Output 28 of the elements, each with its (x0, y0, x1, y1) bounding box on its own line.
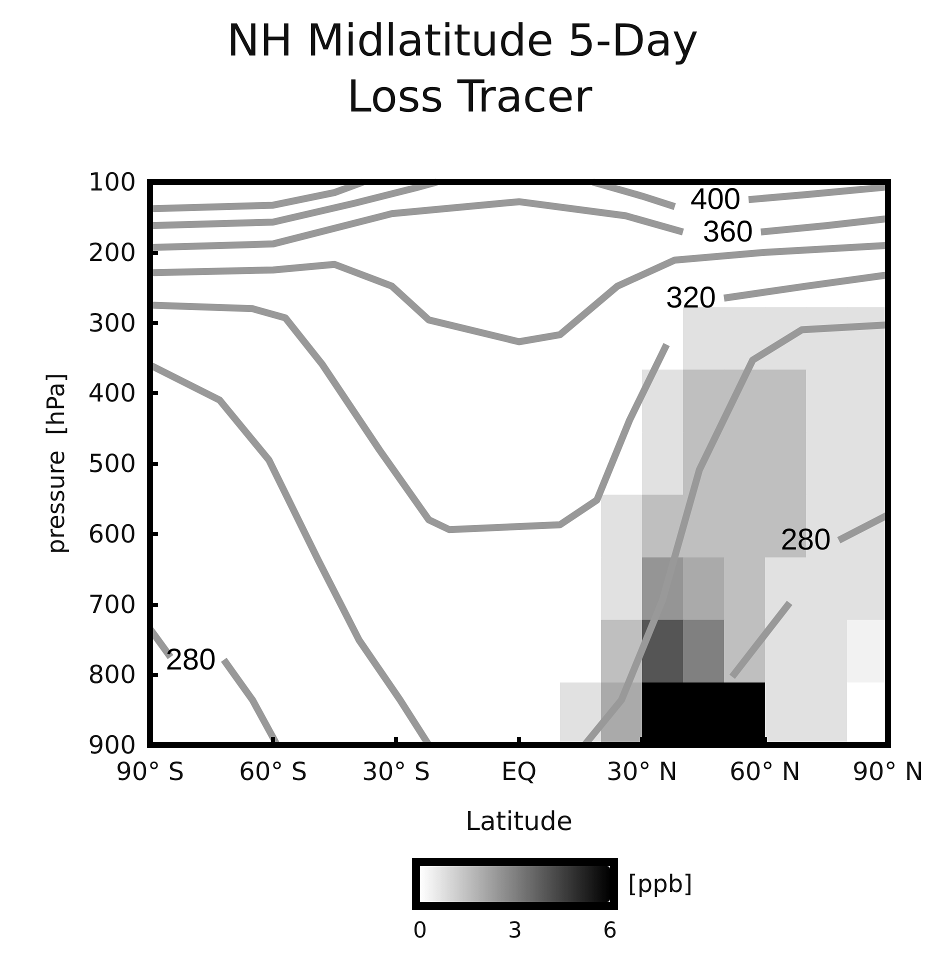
x-tick-label: 60° S (238, 757, 308, 786)
x-tick-label: 60° N (730, 757, 800, 786)
y-tick-label: 300 (88, 308, 136, 338)
series-label: 280 (166, 643, 216, 676)
series-label: 400 (690, 183, 741, 216)
color-bar-label: 6 (603, 918, 617, 944)
x-tick-label: 30° N (606, 757, 678, 786)
y-tick-label: 700 (88, 590, 136, 619)
series-label: 360 (702, 215, 753, 248)
x-tick-label: 90° S (116, 757, 184, 786)
series-label: 320 (666, 282, 716, 315)
chart-title: NH Midlatitude 5-Day Loss Tracer (226, 16, 712, 122)
x-tick-label: EQ (501, 757, 537, 786)
y-tick-label: 600 (88, 519, 136, 548)
y-tick-label: 900 (88, 730, 136, 760)
color-bar-label: 0 (413, 918, 427, 944)
color-bar-label: 3 (508, 918, 522, 944)
y-axis-title: pressure [hPa] (42, 373, 70, 554)
series-label: 280 (780, 524, 831, 557)
y-tick-label: 100 (88, 168, 136, 196)
x-tick-label: 30° S (362, 757, 430, 786)
x-tick-label: 90° N (852, 757, 924, 786)
x-axis-title: Latitude (465, 807, 573, 837)
color-bar-title: [ppb] (628, 870, 692, 898)
y-tick-label: 800 (88, 660, 136, 690)
y-tick-label: 200 (88, 238, 136, 267)
y-tick-label: 500 (88, 449, 136, 478)
y-tick-label: 400 (88, 378, 136, 408)
